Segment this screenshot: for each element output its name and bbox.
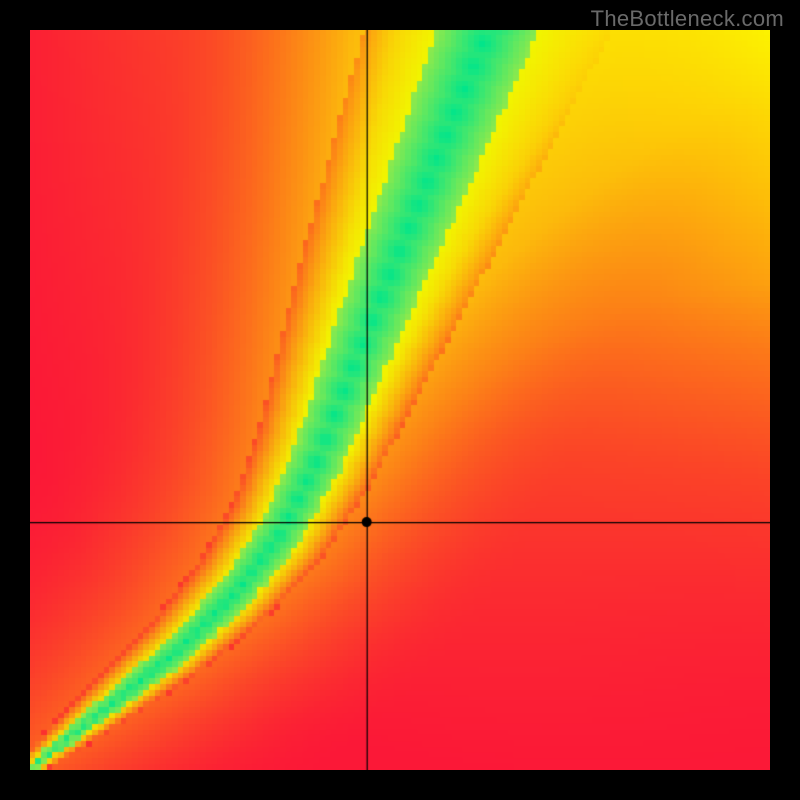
heatmap-plot (30, 30, 770, 770)
watermark-text: TheBottleneck.com (591, 6, 784, 32)
heatmap-canvas (30, 30, 770, 770)
chart-root: TheBottleneck.com (0, 0, 800, 800)
